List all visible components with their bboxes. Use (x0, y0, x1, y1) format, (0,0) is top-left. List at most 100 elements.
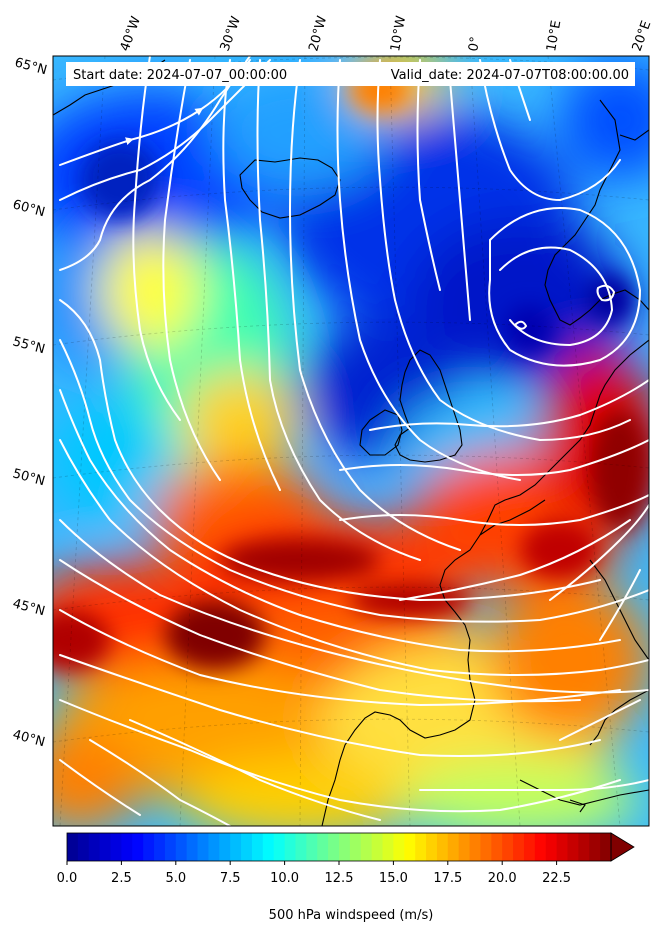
colorbar-segment (197, 833, 210, 861)
colorbar-tick-label: 17.5 (433, 871, 462, 886)
valid-date-label: Valid_date: 2024-07-07T08:00:00.00 (391, 68, 629, 83)
streamline (59, 339, 649, 623)
colorbar-segment (458, 833, 471, 861)
colorbar-tick-label: 5.0 (165, 871, 186, 886)
colorbar-segment (262, 833, 275, 861)
lon-label-20w: 20°W (306, 14, 330, 53)
colorbar-segment (371, 833, 384, 861)
streamline (369, 379, 649, 431)
lat-label-65n: 65°N (13, 55, 49, 78)
colorbar-segment (219, 833, 231, 861)
colorbar-segment (143, 833, 155, 861)
colorbar-segment (404, 833, 416, 861)
scandinavia-coast (544, 99, 649, 326)
streamline (59, 519, 649, 694)
colorbar-segment (77, 833, 90, 861)
colorbar-segment (534, 833, 547, 861)
colorbar-segment (415, 833, 427, 861)
streamline (499, 246, 614, 347)
ireland-coast (359, 409, 403, 456)
streamline (419, 779, 649, 792)
lat-label-45n: 45°N (11, 596, 47, 619)
colorbar-tick-label: 10.0 (270, 871, 299, 886)
colorbar-segment (99, 833, 112, 861)
britain-coast (394, 349, 463, 463)
lon-label-0: 0° (466, 36, 483, 53)
streamline (59, 299, 601, 602)
colorbar-segment (230, 833, 242, 861)
colorbar-segment (154, 833, 166, 861)
colorbar-segment (447, 833, 460, 861)
streamline (339, 439, 649, 476)
colorbar-segment (67, 833, 79, 861)
streamline (288, 59, 461, 551)
colorbar-segment (545, 833, 558, 861)
colorbar-segment (132, 833, 144, 861)
streamline (162, 59, 221, 481)
colorbar-segment (556, 833, 569, 861)
streamline (59, 654, 601, 757)
streamline (599, 569, 641, 641)
colorbar-segment (589, 833, 601, 861)
longitude-labels: 40°W 30°W 20°W 10°W 0° 10°E 20°E (118, 14, 655, 53)
streamline (59, 389, 621, 653)
colorbar-segment (578, 833, 590, 861)
start-date-label: Start date: 2024-07-07_00:00:00 (73, 68, 287, 83)
colorbar-segment (186, 833, 199, 861)
colorbar-segment (339, 833, 351, 861)
colorbar-segment (110, 833, 122, 861)
header-box (66, 62, 635, 86)
colorbar-segment (502, 833, 514, 861)
colorbar-segment (284, 833, 297, 861)
colorbar-segment (513, 833, 525, 861)
streamline (59, 759, 141, 816)
map-frame (52, 55, 650, 827)
colorbar-segment (241, 833, 253, 861)
streamline (59, 559, 581, 703)
colorbar-segment (88, 833, 101, 861)
colorbar-segment (360, 833, 373, 861)
colorbar-segment (393, 833, 405, 861)
colorbar-segment (306, 833, 318, 861)
colorbar-segment (469, 833, 482, 861)
colorbar-segment (491, 833, 503, 861)
streamlines (59, 56, 649, 826)
streamline (336, 59, 521, 481)
colorbar-tick-label: 15.0 (379, 871, 408, 886)
lon-label-10w: 10°W (388, 15, 409, 53)
lon-label-30w: 30°W (218, 14, 244, 53)
colorbar-segment (382, 833, 394, 861)
europe-coast (321, 339, 649, 826)
streamline (132, 56, 181, 421)
lat-label-55n: 55°N (11, 334, 47, 357)
lat-label-50n: 50°N (11, 466, 47, 489)
colorbar-segment (295, 833, 307, 861)
colorbar-extend-triangle (610, 832, 635, 862)
colorbar-segment (600, 833, 612, 861)
streamline (596, 284, 616, 302)
streamline (416, 59, 441, 291)
streamline (59, 609, 621, 707)
colorbar-ticks: 0.0 2.5 5.0 7.5 10.0 12.5 15.0 17.5 20.0 22.5 (57, 861, 571, 886)
colorbar-segment (121, 833, 133, 861)
streamline (129, 719, 381, 821)
colorbar-segment (251, 833, 264, 861)
latitude-labels: 65°N 60°N 55°N 50°N 45°N 40°N (11, 55, 49, 750)
colorbar-segment (480, 833, 492, 861)
colorbar-segment (175, 833, 188, 861)
colorbar-tick-label: 2.5 (111, 871, 132, 886)
lat-label-60n: 60°N (11, 197, 47, 220)
colorbar-segment (436, 833, 449, 861)
lon-label-20e: 20°E (630, 19, 655, 54)
streamline (256, 59, 421, 561)
colorbar-tick-label: 22.5 (542, 871, 571, 886)
iceland-coast (239, 157, 341, 219)
lon-label-40w: 40°W (118, 14, 144, 53)
colorbar-segment (349, 833, 362, 861)
colorbar-segment (523, 833, 536, 861)
streamline (59, 439, 649, 676)
colorbar-segment (426, 833, 438, 861)
coastlines (53, 59, 649, 826)
streamline (339, 494, 649, 526)
streamline (479, 59, 621, 202)
